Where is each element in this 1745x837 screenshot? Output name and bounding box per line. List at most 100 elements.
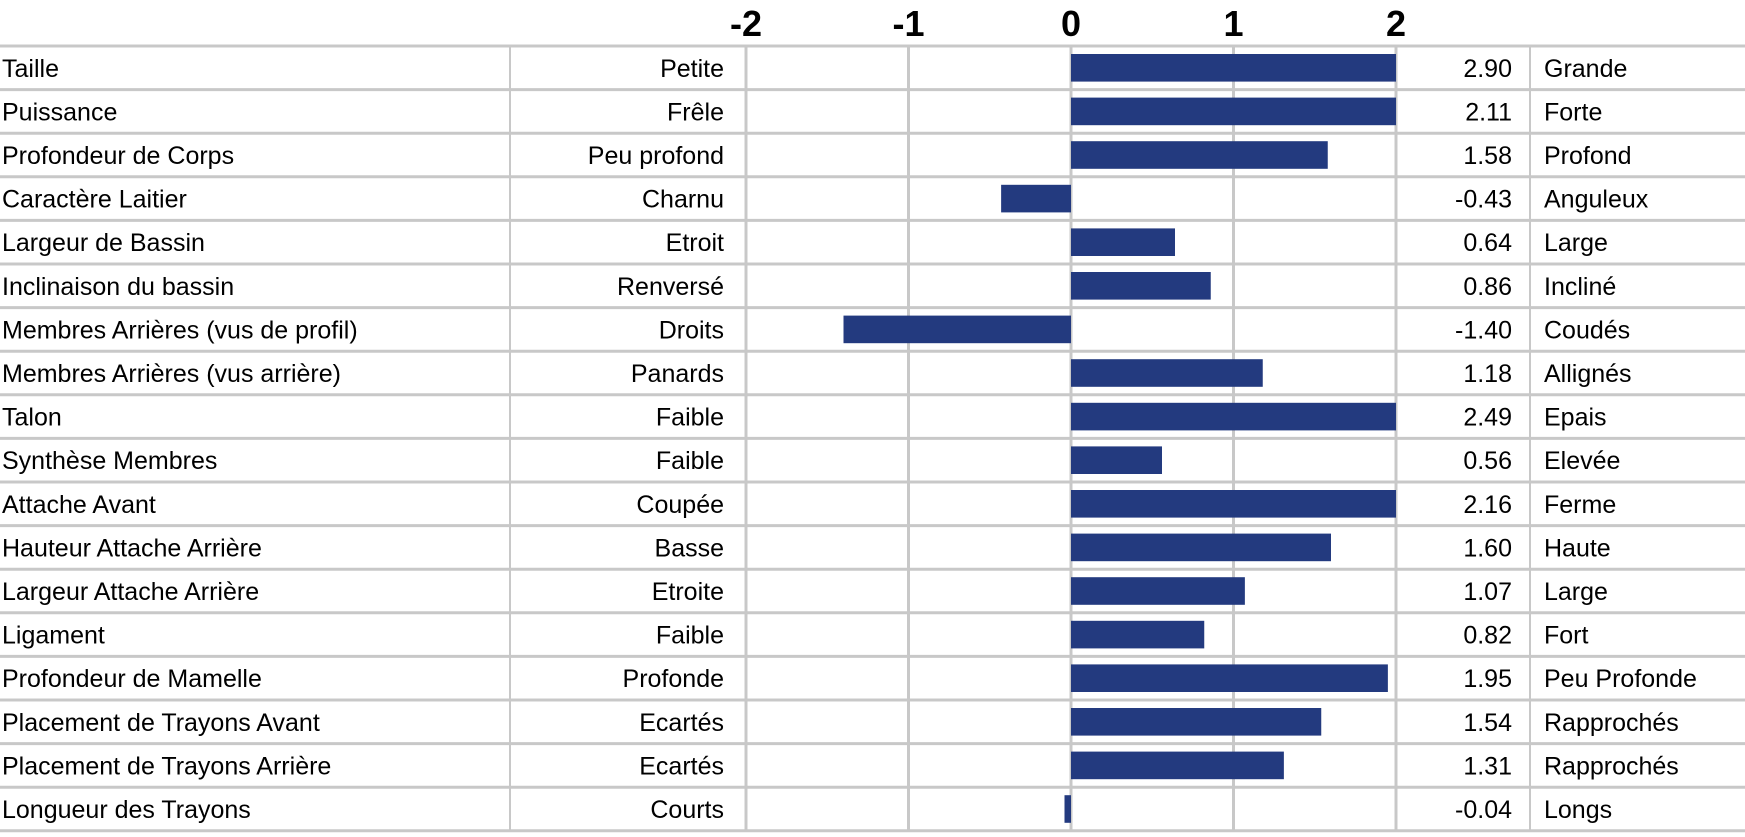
value-bar: [1071, 402, 1396, 431]
value-bar: [1071, 664, 1388, 692]
trait-name: Inclinaison du bassin: [2, 273, 234, 301]
high-end-label: Profond: [1544, 142, 1632, 170]
trait-row: Caractère Laitier Charnu -0.43 Anguleux: [2, 184, 1649, 214]
trait-row: Synthèse Membres Faible 0.56 Elevée: [2, 446, 1620, 475]
trait-rows: Taille Petite 2.90 Grande Puissance Frêle 2.11…: [2, 54, 1697, 824]
low-end-label: Panards: [631, 360, 724, 388]
value-label: -0.04: [1455, 796, 1512, 824]
low-end-label: Petite: [660, 55, 724, 83]
high-end-label: Forte: [1544, 98, 1602, 126]
trait-name: Largeur Attache Arrière: [2, 578, 259, 606]
low-end-label: Frêle: [667, 98, 724, 126]
value-bar: [1071, 359, 1263, 387]
value-label: 0.86: [1463, 273, 1512, 301]
high-end-label: Epais: [1544, 404, 1607, 432]
trait-row: Attache Avant Coupée 2.16 Ferme: [2, 490, 1616, 519]
high-end-label: Rapprochés: [1544, 709, 1679, 737]
value-bar: [843, 315, 1071, 344]
value-label: 1.18: [1463, 360, 1512, 388]
value-bar: [1064, 795, 1071, 823]
high-end-label: Large: [1544, 578, 1608, 606]
value-bar: [1071, 228, 1175, 256]
low-end-label: Etroite: [652, 578, 724, 606]
high-end-label: Allignés: [1544, 360, 1632, 388]
low-end-label: Coupée: [636, 491, 724, 519]
low-end-label: Etroit: [666, 229, 724, 257]
value-label: 1.31: [1463, 752, 1512, 780]
x-tick-label: 2: [1386, 3, 1406, 44]
high-end-label: Anguleux: [1544, 186, 1649, 214]
high-end-label: Grande: [1544, 55, 1627, 83]
high-end-label: Large: [1544, 229, 1608, 257]
trait-row: Largeur de Bassin Etroit 0.64 Large: [2, 228, 1608, 257]
value-label: -1.40: [1455, 316, 1512, 344]
trait-row: Inclinaison du bassin Renversé 0.86 Incliné: [2, 272, 1616, 301]
trait-name: Largeur de Bassin: [2, 229, 205, 257]
trait-row: Ligament Faible 0.82 Fort: [2, 620, 1589, 650]
low-end-label: Courts: [650, 796, 724, 824]
high-end-label: Fort: [1544, 622, 1589, 650]
value-bar: [1071, 272, 1211, 300]
high-end-label: Rapprochés: [1544, 752, 1679, 780]
trait-row: Hauteur Attache Arrière Basse 1.60 Haute: [2, 533, 1611, 562]
value-bar: [1071, 751, 1284, 780]
value-label: 1.07: [1463, 578, 1512, 606]
high-end-label: Haute: [1544, 534, 1611, 562]
trait-row: Longueur des Trayons Courts -0.04 Longs: [2, 795, 1612, 824]
trait-row: Membres Arrières (vus de profil) Droits -1…: [2, 315, 1630, 344]
trait-row: Talon Faible 2.49 Epais: [2, 402, 1607, 432]
low-end-label: Faible: [656, 404, 724, 432]
x-tick-label: 0: [1061, 3, 1081, 44]
trait-name: Caractère Laitier: [2, 186, 187, 214]
trait-name: Membres Arrières (vus arrière): [2, 360, 341, 388]
value-bar: [1071, 620, 1205, 649]
value-bar: [1071, 141, 1328, 169]
value-label: 1.60: [1463, 534, 1512, 562]
x-axis-tick-labels: -2 -1 0 1 2: [730, 3, 1406, 44]
high-end-label: Ferme: [1544, 491, 1616, 519]
value-bar: [1001, 184, 1071, 213]
trait-row: Placement de Trayons Arrière Ecartés 1.31 R…: [2, 751, 1679, 780]
low-end-label: Faible: [656, 622, 724, 650]
high-end-label: Coudés: [1544, 316, 1630, 344]
trait-name: Membres Arrières (vus de profil): [2, 316, 358, 344]
trait-name: Puissance: [2, 98, 117, 126]
value-label: 2.16: [1463, 491, 1512, 519]
value-bar: [1071, 54, 1396, 82]
trait-row: Profondeur de Corps Peu profond 1.58 Profon…: [2, 141, 1632, 170]
value-bar: [1071, 446, 1162, 474]
value-label: 2.49: [1463, 404, 1512, 432]
trait-row: Profondeur de Mamelle Profonde 1.95 Peu Pro…: [2, 664, 1697, 693]
value-label: 1.95: [1463, 665, 1512, 693]
low-end-label: Renversé: [617, 273, 724, 301]
low-end-label: Profonde: [623, 665, 724, 693]
trait-row: Puissance Frêle 2.11 Forte: [2, 97, 1602, 126]
high-end-label: Elevée: [1544, 447, 1620, 475]
trait-row: Membres Arrières (vus arrière) Panards 1.1…: [2, 359, 1632, 388]
value-label: 1.54: [1463, 709, 1512, 737]
high-end-label: Longs: [1544, 796, 1612, 824]
value-label: 2.11: [1465, 98, 1512, 126]
trait-name: Longueur des Trayons: [2, 796, 251, 824]
trait-name: Attache Avant: [2, 491, 156, 519]
trait-name: Profondeur de Corps: [2, 142, 234, 170]
value-bar: [1071, 533, 1331, 562]
value-bar: [1071, 97, 1396, 126]
low-end-label: Basse: [655, 534, 724, 562]
low-end-label: Charnu: [642, 186, 724, 214]
value-bar: [1071, 490, 1396, 518]
low-end-label: Ecartés: [639, 752, 724, 780]
low-end-label: Droits: [659, 316, 724, 344]
trait-name: Taille: [2, 55, 59, 83]
trait-name: Synthèse Membres: [2, 447, 217, 475]
high-end-label: Incliné: [1544, 273, 1616, 301]
value-label: 0.82: [1463, 622, 1512, 650]
x-tick-label: -2: [730, 3, 762, 44]
low-end-label: Faible: [656, 447, 724, 475]
grid-lines: [0, 44, 1745, 833]
x-tick-label: 1: [1223, 3, 1243, 44]
x-tick-label: -1: [892, 3, 924, 44]
value-label: 0.56: [1463, 447, 1512, 475]
value-label: 0.64: [1463, 229, 1512, 257]
